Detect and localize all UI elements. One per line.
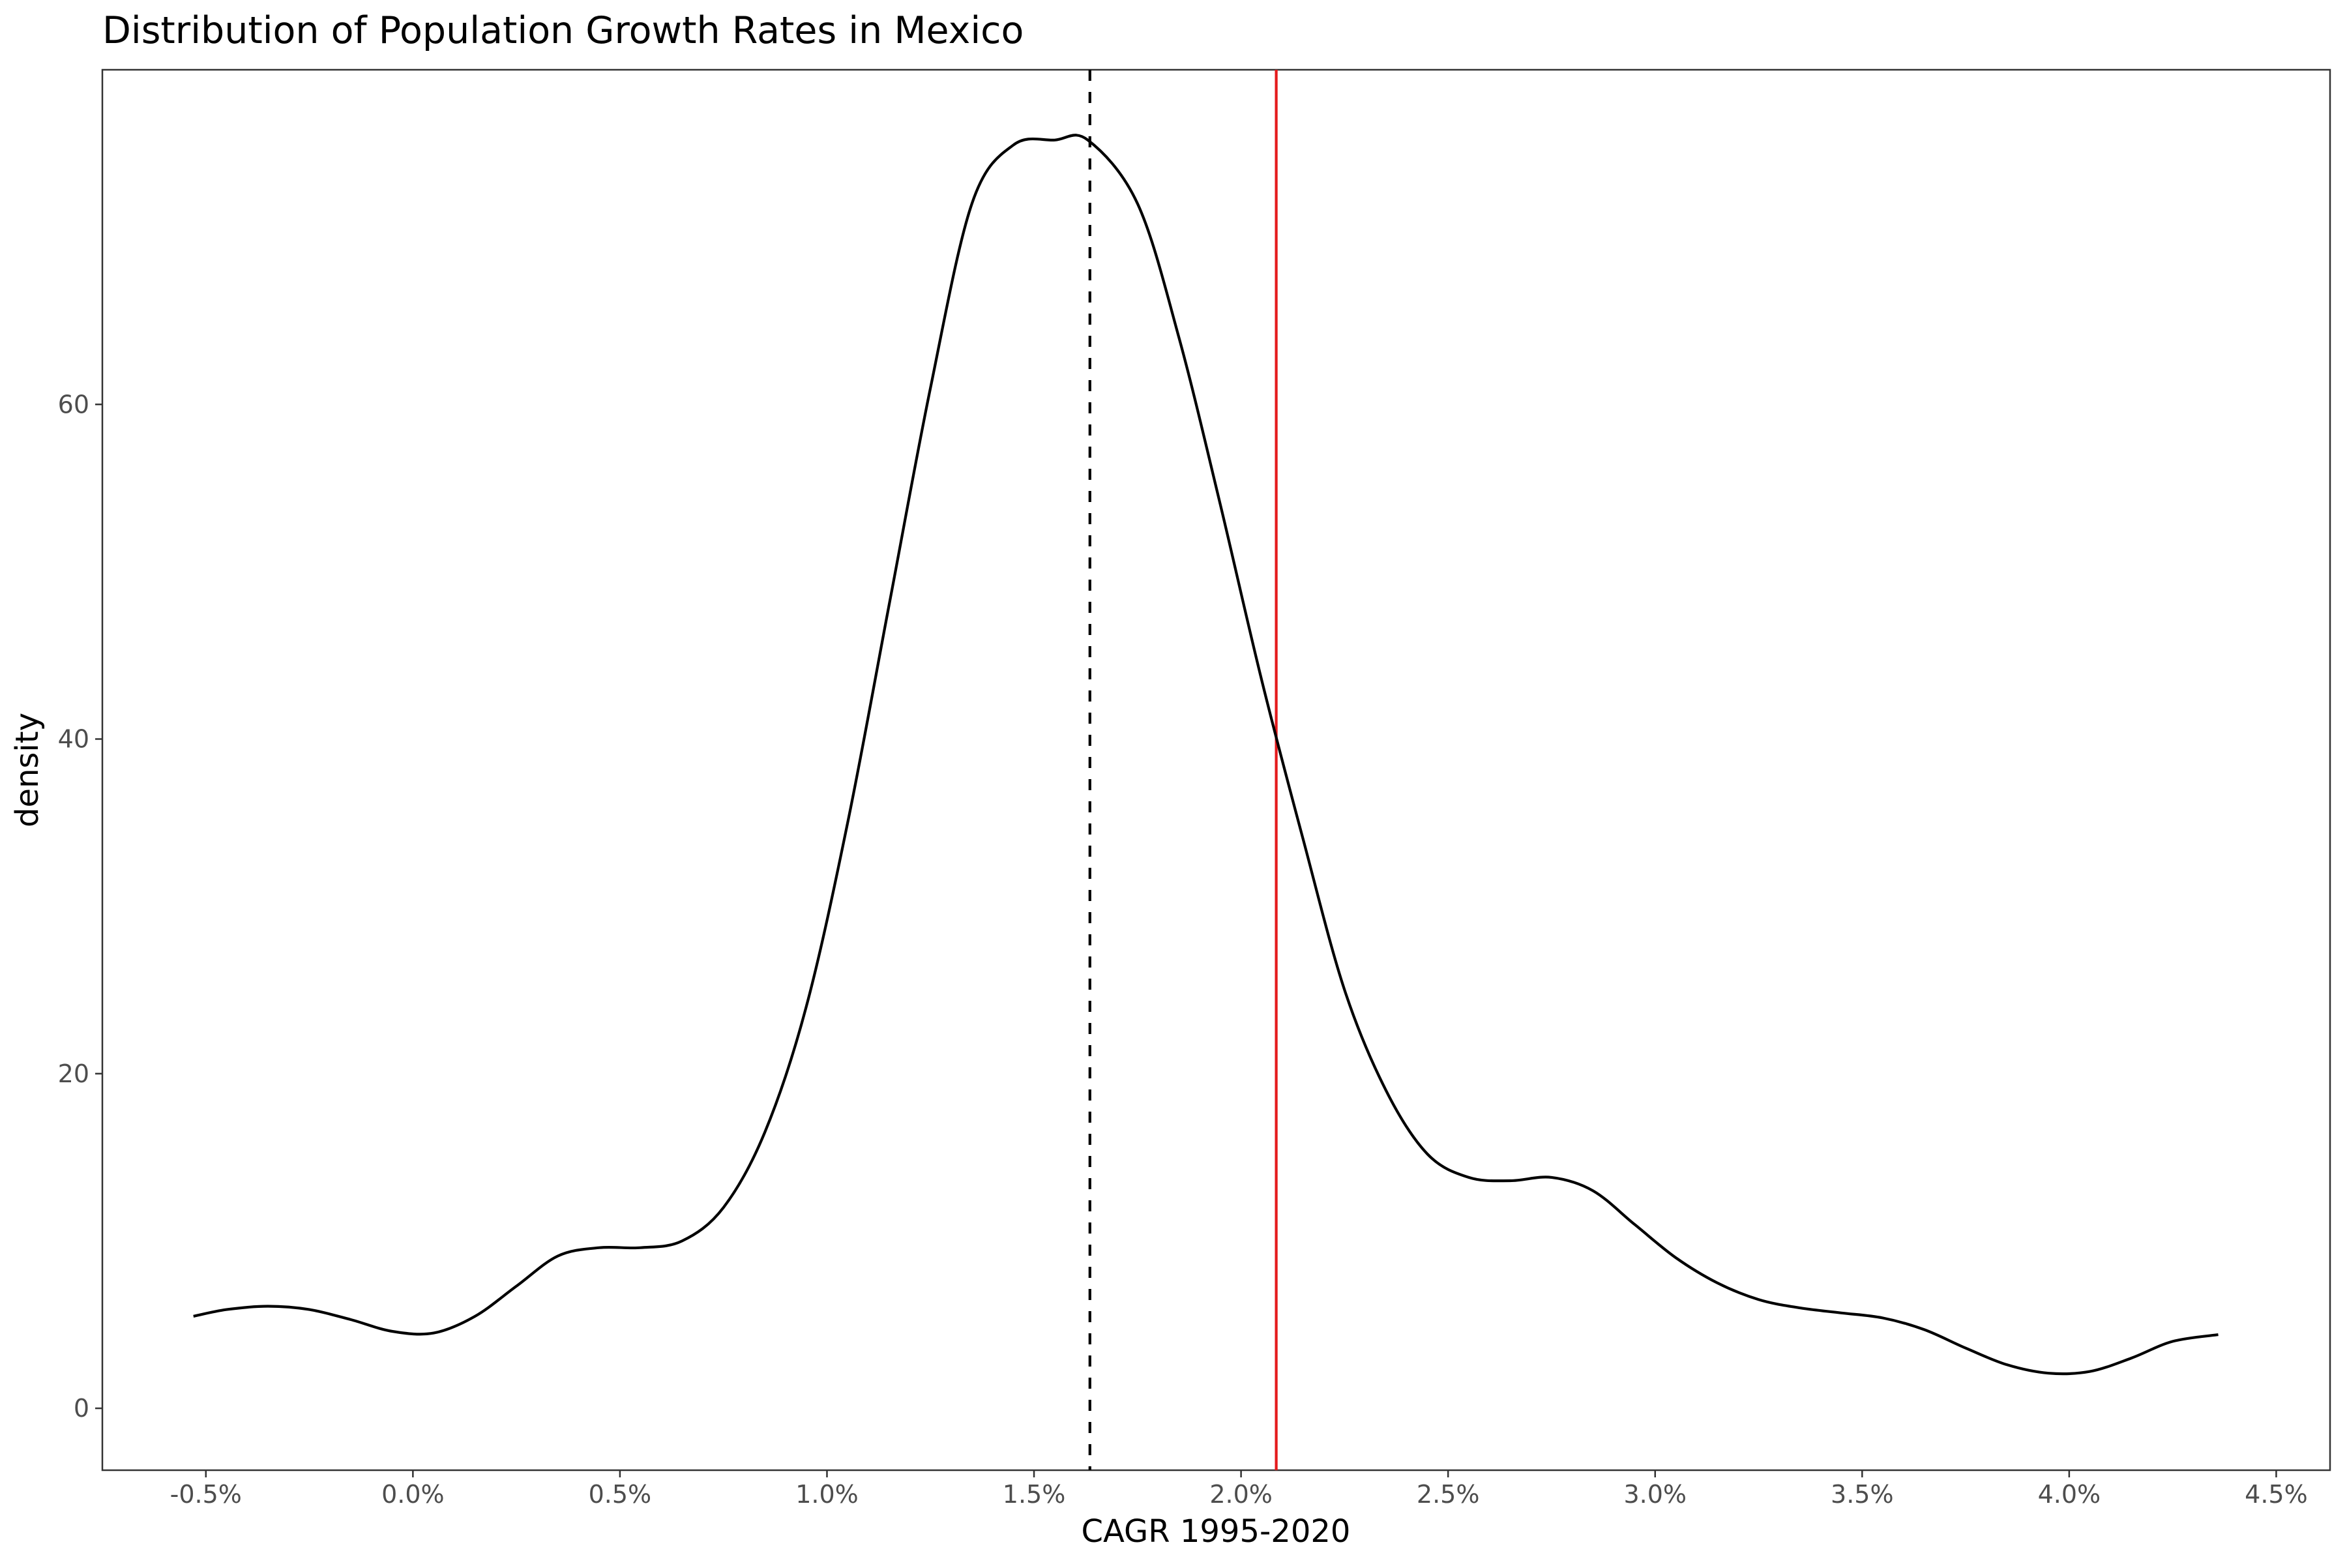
x-tick-label: 1.5% — [1003, 1480, 1066, 1509]
plot-panel — [101, 68, 2331, 1472]
x-tick-label: 1.0% — [795, 1480, 859, 1509]
x-tick-label: 4.0% — [2038, 1480, 2101, 1509]
y-axis-title: density — [9, 713, 46, 827]
x-tick-label: 0.5% — [589, 1480, 652, 1509]
density-curve-0 — [193, 134, 2219, 1376]
y-tick-label: 20 — [58, 1059, 89, 1088]
reference-lines — [1088, 70, 1278, 1470]
y-tick-label: 60 — [58, 390, 89, 419]
x-axis-title: CAGR 1995-2020 — [1082, 1513, 1351, 1550]
x-tick-label: -0.5% — [170, 1480, 242, 1509]
x-axis: -0.5% 0.0% 0.5% 1.0% 1.5% 2.0% 2.5% 3.0% 3.5% 4.0… — [170, 1470, 2308, 1509]
y-tick-label: 40 — [58, 725, 89, 754]
x-tick-label: 3.5% — [1831, 1480, 1894, 1509]
x-tick-label: 3.0% — [1623, 1480, 1687, 1509]
y-tick-label: 0 — [74, 1394, 89, 1423]
y-axis: 0 20 40 60 — [58, 390, 102, 1423]
x-tick-label: 4.5% — [2245, 1480, 2308, 1509]
x-tick-label: 2.5% — [1417, 1480, 1480, 1509]
x-tick-label: 2.0% — [1209, 1480, 1273, 1509]
chart-title: Distribution of Population Growth Rates … — [102, 9, 1024, 52]
x-tick-label: 0.0% — [381, 1480, 445, 1509]
density-series-layer — [193, 134, 2219, 1376]
